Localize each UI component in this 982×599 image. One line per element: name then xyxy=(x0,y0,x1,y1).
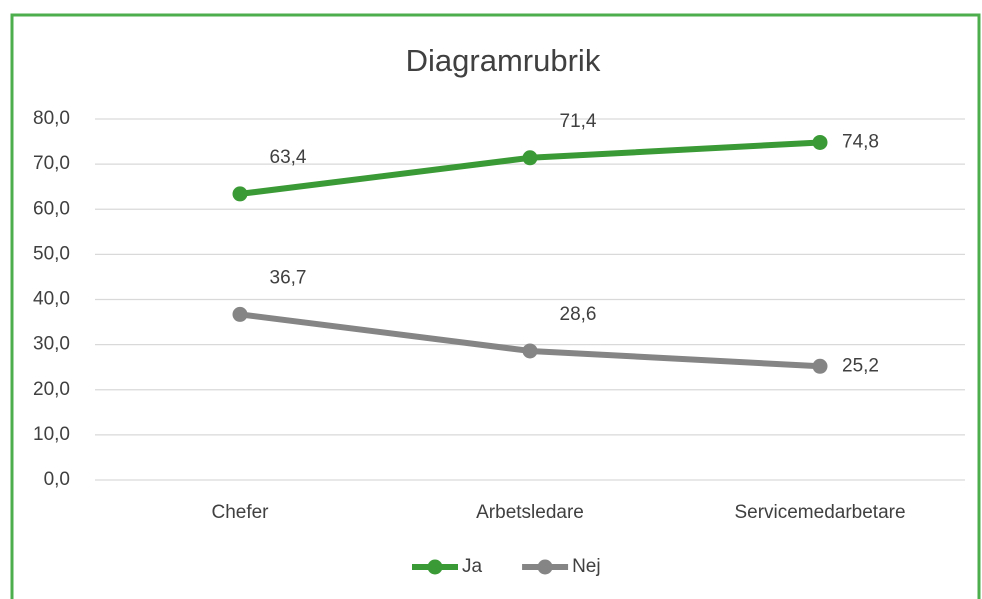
data-label: 28,6 xyxy=(560,304,597,325)
y-tick-label: 60,0 xyxy=(33,198,70,219)
x-tick-label: Arbetsledare xyxy=(476,502,584,523)
data-point xyxy=(522,343,538,359)
y-tick-label: 40,0 xyxy=(33,289,70,310)
series-line xyxy=(239,311,821,370)
chart-border xyxy=(10,13,981,599)
data-point xyxy=(522,150,538,166)
x-tick-label: Servicemedarbetare xyxy=(734,502,905,523)
data-label: 25,2 xyxy=(842,355,879,376)
y-tick-label: 0,0 xyxy=(44,469,70,490)
x-tick-label: Chefer xyxy=(211,502,269,523)
y-tick-label: 30,0 xyxy=(33,334,70,355)
y-tick-label: 80,0 xyxy=(33,108,70,129)
y-tick-label: 20,0 xyxy=(33,379,70,400)
y-tick-label: 50,0 xyxy=(33,243,70,264)
data-label: 36,7 xyxy=(270,267,307,288)
data-label: 63,4 xyxy=(270,147,307,168)
data-point xyxy=(232,306,248,322)
series-line xyxy=(239,139,821,197)
data-label: 74,8 xyxy=(842,131,879,152)
data-point xyxy=(812,358,828,374)
legend-marker xyxy=(537,559,553,575)
legend-marker xyxy=(427,559,443,575)
data-point xyxy=(812,134,828,150)
legend-label: Ja xyxy=(462,556,483,577)
data-label: 71,4 xyxy=(560,111,597,132)
data-point xyxy=(232,186,248,202)
y-tick-label: 10,0 xyxy=(33,424,70,445)
y-tick-label: 70,0 xyxy=(33,153,70,174)
chart-title: Diagramrubrik xyxy=(406,43,601,78)
legend-label: Nej xyxy=(572,556,601,577)
